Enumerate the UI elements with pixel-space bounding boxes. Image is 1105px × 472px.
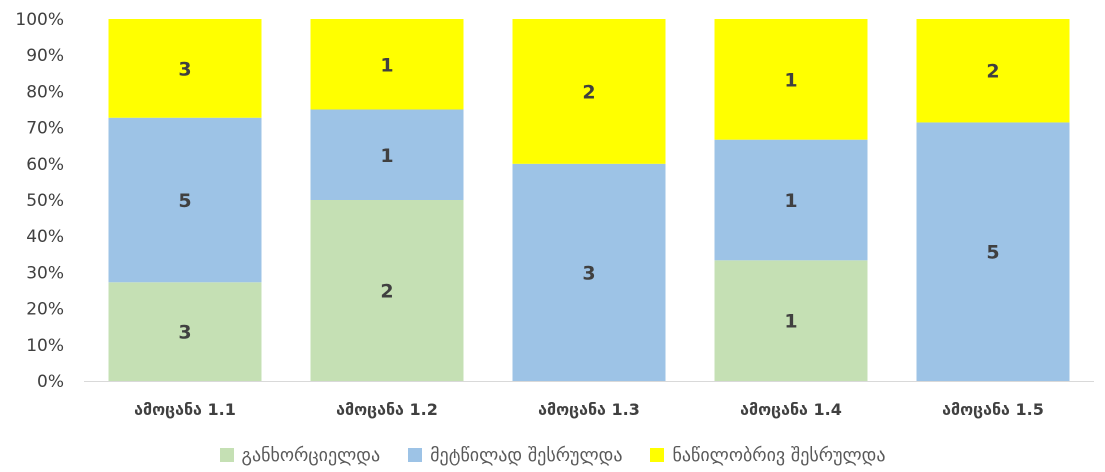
bar-segment (512, 163, 666, 381)
legend-item: განხორციელდა (219, 444, 381, 466)
bar-segment (916, 122, 1070, 381)
legend-swatch (650, 448, 665, 462)
y-tick-label: 50% (26, 191, 64, 211)
bar-segment (310, 200, 464, 381)
y-tick-label: 70% (26, 119, 64, 139)
y-tick-label: 90% (26, 46, 64, 66)
y-tick-label: 40% (26, 227, 64, 247)
data-label: 1 (380, 54, 393, 76)
bar-segment (108, 282, 262, 381)
x-axis: ამოცანა 1.1 ამოცანა 1.2 ამოცანა 1.3 ამოცანა… (134, 400, 1044, 419)
legend-label: მეტწილად შესრულდა (430, 444, 623, 466)
y-tick-label: 60% (26, 155, 64, 175)
data-label: 3 (178, 322, 191, 344)
legend-swatch (408, 448, 423, 462)
data-label: 2 (380, 281, 393, 303)
data-label: 3 (582, 262, 595, 284)
y-tick-label: 100% (15, 10, 64, 30)
bar-segment (310, 19, 464, 110)
stacked-bar-chart: 0% 10% 20% 30% 40% 50% 60% 70% 80% 90% 100% 3 5 3 2 1 1… (15, 10, 1094, 419)
legend-label: ნაწილობრივ შესრულდა (672, 444, 886, 466)
bar-segment (714, 139, 868, 261)
y-tick-label: 80% (26, 82, 64, 102)
y-tick-label: 10% (26, 336, 64, 356)
bar-segment (714, 260, 868, 381)
bar-segment (916, 19, 1070, 123)
legend-item: ნაწილობრივ შესრულდა (650, 444, 886, 466)
legend-label: განხორციელდა (241, 444, 381, 466)
data-label: 5 (986, 242, 999, 264)
x-category-label: ამოცანა 1.1 (134, 400, 236, 419)
y-tick-label: 30% (26, 263, 64, 283)
data-label: 1 (784, 190, 797, 212)
data-label: 1 (784, 311, 797, 333)
data-label: 2 (986, 61, 999, 83)
bar-segment (714, 19, 868, 140)
bar-segment (108, 19, 262, 118)
data-label: 3 (178, 58, 191, 80)
bar-segment (310, 109, 464, 200)
bar-segment (108, 117, 262, 283)
bar-segment (512, 19, 666, 164)
data-label: 2 (582, 81, 595, 103)
data-label: 1 (784, 69, 797, 91)
y-axis: 0% 10% 20% 30% 40% 50% 60% 70% 80% 90% 100% (15, 10, 64, 392)
data-label: 5 (178, 190, 191, 212)
x-category-label: ამოცანა 1.3 (538, 400, 640, 419)
x-category-label: ამოცანა 1.4 (740, 400, 842, 419)
bars (108, 19, 1070, 381)
x-category-label: ამოცანა 1.2 (336, 400, 438, 419)
legend-swatch (219, 448, 234, 462)
y-tick-label: 20% (26, 300, 64, 320)
y-tick-label: 0% (37, 372, 64, 392)
x-category-label: ამოცანა 1.5 (942, 400, 1044, 419)
legend: განხორციელდა მეტწილად შესრულდა ნაწილობრივ … (0, 440, 1105, 470)
legend-item: მეტწილად შესრულდა (408, 445, 622, 466)
data-labels: 3 5 3 2 1 1 3 2 1 1 1 5 2 (178, 54, 999, 343)
data-label: 1 (380, 145, 393, 167)
